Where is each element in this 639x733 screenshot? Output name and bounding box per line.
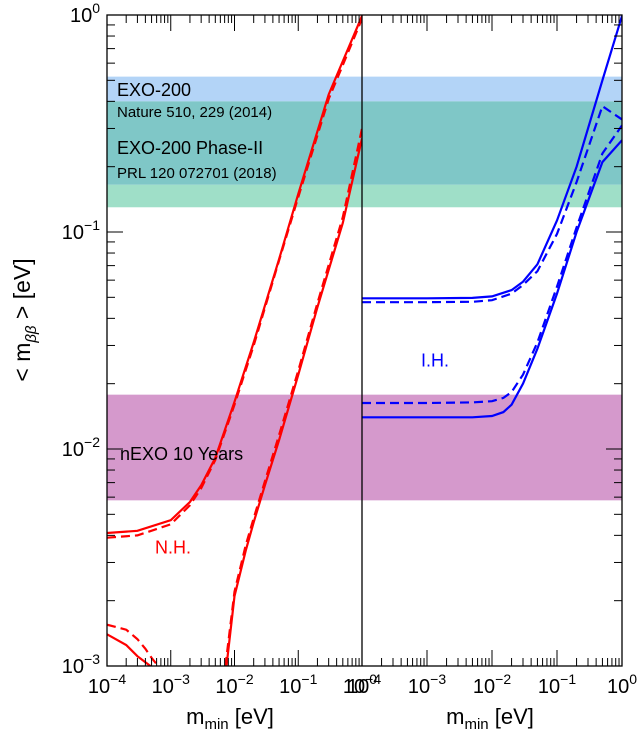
curves-layer bbox=[107, 15, 622, 666]
frame-layer bbox=[106, 14, 623, 667]
ih-curve-3-solid bbox=[362, 139, 622, 419]
panel-ih-curves bbox=[362, 15, 622, 419]
y-tick-label: 100 bbox=[70, 0, 100, 27]
band-exo-200 bbox=[107, 76, 622, 102]
x-tick-label-ih: 10−2 bbox=[473, 671, 511, 698]
y-axis-label: < mββ > [eV] bbox=[9, 258, 40, 381]
nh-curve-1-dashed bbox=[107, 18, 362, 539]
x-tick-label-nh: 10−1 bbox=[279, 671, 317, 698]
nh-curve-2-solid bbox=[107, 633, 152, 666]
annotation-exo2-ref: PRL 120 072701 (2018) bbox=[117, 165, 277, 182]
y-tick-label: 10−3 bbox=[62, 651, 100, 678]
x-tick-label-ih: 10−4 bbox=[343, 671, 381, 698]
nh-curve-4-solid bbox=[225, 138, 362, 666]
x-tick-label-ih: 100 bbox=[607, 671, 637, 698]
x-axis-label-nh: mmin [eV] bbox=[186, 704, 274, 733]
nh-curve-3-dashed bbox=[107, 623, 160, 666]
ticks-layer bbox=[106, 15, 622, 667]
annotation-exo200-ref: Nature 510, 229 (2014) bbox=[117, 104, 272, 121]
x-axis-label-ih: mmin [eV] bbox=[446, 704, 534, 733]
hierarchy-label-nh: N.H. bbox=[155, 537, 191, 557]
hierarchy-label-ih: I.H. bbox=[421, 350, 449, 370]
band-exo-200-phase-ii bbox=[107, 184, 622, 208]
panel-nh-curves bbox=[107, 15, 362, 666]
x-tick-label-nh: 10−2 bbox=[215, 671, 253, 698]
annotation-exo2: EXO-200 Phase-II bbox=[117, 138, 263, 158]
x-tick-label-nh: 10−4 bbox=[88, 671, 126, 698]
x-tick-label-nh: 10−3 bbox=[152, 671, 190, 698]
y-tick-label: 10−1 bbox=[62, 217, 100, 244]
x-tick-label-nh: 100 bbox=[347, 671, 377, 698]
y-tick-label: 10−2 bbox=[62, 434, 100, 461]
annotation-exo200: EXO-200 bbox=[117, 80, 191, 100]
plot-frame bbox=[106, 14, 623, 667]
x-tick-label-ih: 10−1 bbox=[538, 671, 576, 698]
x-tick-label-ih: 10−3 bbox=[408, 671, 446, 698]
ih-curve-0-solid bbox=[362, 15, 622, 300]
bands-layer bbox=[107, 76, 622, 501]
band-overlap bbox=[107, 101, 622, 185]
nh-curve-5-dashed bbox=[224, 128, 362, 666]
annotation-nexo: nEXO 10 Years bbox=[120, 444, 243, 464]
ih-curve-1-dashed bbox=[362, 104, 622, 304]
band-nexo-10-years bbox=[107, 394, 622, 501]
ih-curve-2-dashed bbox=[362, 124, 622, 405]
